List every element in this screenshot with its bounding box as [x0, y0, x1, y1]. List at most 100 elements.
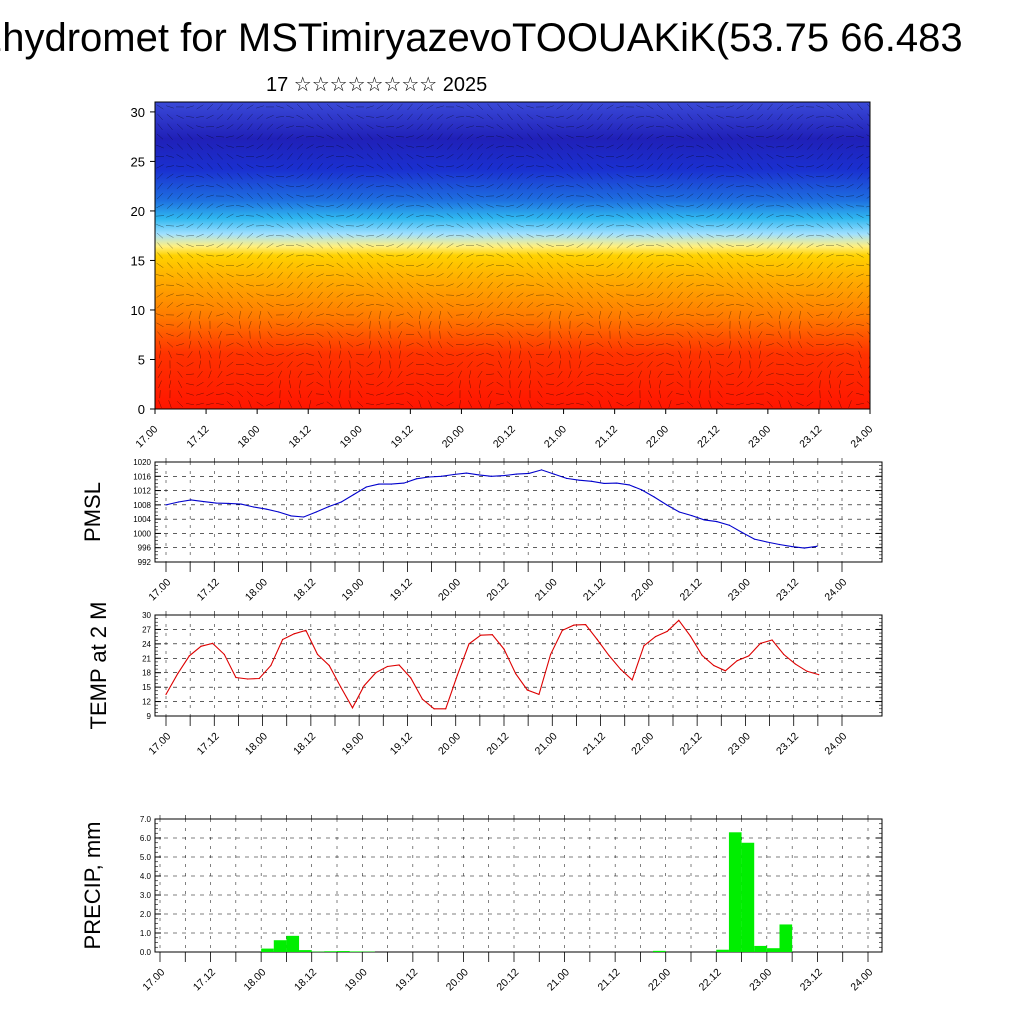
wind-vector	[716, 224, 724, 228]
wind-vector	[725, 116, 735, 118]
wind-vector	[356, 321, 364, 328]
wind-vector	[216, 213, 224, 219]
wind-vector	[697, 123, 703, 131]
wind-vector	[797, 252, 803, 259]
wind-vector	[526, 105, 534, 109]
wind-vector	[645, 185, 655, 187]
wind-vector	[336, 164, 344, 169]
wind-vector	[456, 304, 464, 307]
data-point	[528, 472, 530, 475]
wind-vector	[226, 145, 234, 148]
wind-vector	[227, 113, 233, 121]
wind-vector	[327, 331, 333, 339]
y-tick-label: 30	[142, 611, 151, 620]
wind-vector	[156, 274, 164, 277]
wind-vector	[177, 390, 183, 398]
wind-vector	[256, 173, 264, 179]
wind-vector	[396, 264, 404, 267]
wind-vector	[246, 173, 254, 180]
wind-vector	[476, 194, 484, 198]
wind-vector	[868, 390, 870, 395]
wind-vector	[247, 113, 253, 120]
wind-vector	[697, 301, 703, 309]
wind-vector	[827, 311, 833, 319]
wind-vector	[256, 105, 264, 109]
wind-vector	[666, 272, 674, 278]
wind-vector	[706, 143, 714, 150]
wind-vector	[426, 372, 434, 376]
wind-vector	[219, 350, 221, 359]
wind-vector	[566, 292, 574, 299]
wind-vector	[236, 382, 244, 386]
wind-vector	[646, 134, 654, 140]
wind-vector	[348, 380, 352, 389]
wind-vector	[745, 126, 755, 128]
wind-vector	[507, 301, 513, 309]
wind-vector	[838, 400, 842, 408]
wind-vector	[396, 402, 404, 406]
wind-vector	[416, 214, 424, 218]
wind-vector	[856, 145, 864, 148]
wind-vector	[317, 173, 323, 180]
wind-vector	[586, 154, 594, 159]
wind-vector	[626, 381, 634, 388]
wind-vector	[186, 193, 194, 200]
wind-vector	[396, 272, 404, 278]
wind-vector	[446, 342, 454, 348]
wind-vector	[339, 390, 341, 399]
wind-vector	[636, 234, 644, 237]
wind-vector	[176, 154, 184, 159]
wind-vector	[526, 242, 534, 249]
wind-vector	[226, 342, 234, 347]
wind-vector	[207, 163, 213, 170]
wind-vector	[606, 372, 614, 376]
wind-vector	[156, 313, 164, 317]
wind-vector	[366, 116, 374, 118]
wind-vector	[656, 322, 664, 328]
wind-vector	[336, 292, 344, 298]
wind-vector	[596, 134, 604, 139]
wind-vector	[706, 273, 714, 278]
wind-vector	[266, 234, 274, 237]
wind-vector	[157, 370, 163, 378]
wind-vector	[386, 244, 394, 248]
wind-vector	[387, 163, 393, 170]
data-point	[253, 506, 255, 508]
wind-vector	[395, 393, 405, 395]
wind-vector	[537, 143, 543, 150]
wind-vector	[666, 302, 674, 308]
wind-vector	[766, 372, 774, 376]
wind-vector	[767, 103, 773, 111]
wind-vector	[747, 153, 753, 160]
wind-vector	[496, 273, 504, 278]
wind-vector	[666, 184, 674, 189]
wind-vector	[338, 340, 342, 349]
wind-vector	[386, 173, 394, 179]
wind-vector	[366, 252, 374, 259]
wind-vector	[615, 284, 625, 286]
wind-vector	[596, 104, 604, 110]
wind-vector	[255, 284, 265, 286]
wind-vector	[787, 311, 793, 319]
wind-vector	[299, 380, 301, 389]
wind-vector	[726, 293, 734, 297]
wind-vector	[786, 284, 794, 287]
wind-vector	[716, 165, 724, 168]
wind-vector	[657, 153, 663, 160]
wind-vector	[196, 402, 204, 406]
wind-vector	[557, 202, 563, 210]
wind-vector	[707, 252, 713, 259]
data-point	[806, 670, 808, 672]
wind-vector	[627, 143, 633, 150]
wind-vector	[206, 392, 214, 397]
wind-vector	[367, 262, 373, 269]
wind-vector	[307, 153, 313, 160]
wind-vector	[386, 185, 394, 188]
wind-vector	[686, 283, 694, 288]
wind-vector	[676, 154, 684, 159]
wind-vector	[526, 302, 534, 308]
data-point	[433, 708, 435, 710]
wind-vector	[379, 360, 381, 369]
wind-vector	[786, 262, 794, 268]
wind-vector	[186, 293, 194, 297]
